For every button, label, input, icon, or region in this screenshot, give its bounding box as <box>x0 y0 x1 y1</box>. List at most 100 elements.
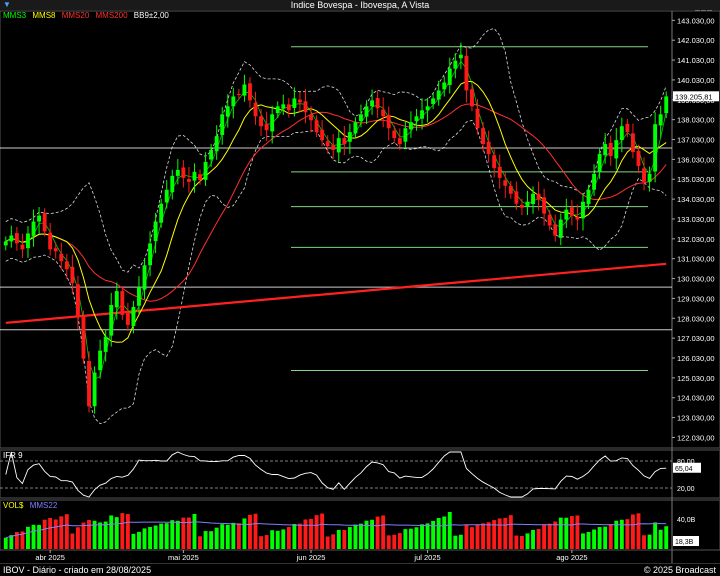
candle-body <box>397 138 402 145</box>
candle-body <box>342 138 347 145</box>
candle-body <box>303 101 308 113</box>
candle-body <box>153 221 158 242</box>
volume-bar <box>331 534 336 549</box>
ma20-line <box>5 103 667 302</box>
volume-bar <box>619 519 624 549</box>
month-label: mai 2025 <box>168 553 199 562</box>
volume-bar <box>14 531 19 549</box>
candle-body <box>381 109 386 117</box>
month-label: ago 2025 <box>556 553 587 562</box>
candle-body <box>103 336 108 352</box>
volume-bar <box>497 518 502 549</box>
volume-current-label: 18,3B <box>675 539 694 546</box>
volume-bar <box>53 519 58 549</box>
candle-body <box>619 126 624 141</box>
candle-body <box>420 110 424 119</box>
candle-body <box>209 150 214 160</box>
candle-body <box>392 130 397 139</box>
volume-bar <box>436 517 441 549</box>
candle-body <box>642 168 646 182</box>
candle-body <box>309 114 313 121</box>
candle-body <box>64 261 69 270</box>
y-tick-label: 134.030,00 <box>677 195 715 204</box>
app-menu-icon[interactable]: ▼ <box>3 0 11 9</box>
candle-body <box>253 102 258 117</box>
rsi-label: IFR 9 <box>3 451 23 460</box>
volume-bar <box>508 515 513 549</box>
candle-body <box>59 253 64 262</box>
month-label: abr 2025 <box>35 553 65 562</box>
volume-bar <box>653 522 658 549</box>
candle-body <box>414 116 419 122</box>
volume-bar <box>453 535 458 549</box>
volume-bar <box>347 527 352 549</box>
volume-bar <box>592 529 597 549</box>
candle-body <box>214 136 219 152</box>
candle-body <box>647 173 652 182</box>
candle-body <box>525 201 530 207</box>
candle-body <box>42 213 47 232</box>
candle-body <box>597 154 602 172</box>
candle-body <box>464 55 469 91</box>
volume-bar <box>109 515 114 549</box>
volume-bar <box>536 529 541 549</box>
copyright: © 2025 Broadcast <box>643 565 716 575</box>
volume-bar <box>375 516 380 549</box>
candle-body <box>408 122 413 130</box>
volume-bar <box>514 535 519 549</box>
y-tick-label: 142.030,00 <box>677 36 715 45</box>
month-label: jun 2025 <box>296 553 326 562</box>
volume-bar <box>575 515 580 549</box>
volume-bar <box>120 513 125 549</box>
volume-bar <box>20 531 25 549</box>
candle-body <box>125 312 130 325</box>
candle-body <box>320 129 325 141</box>
volume-bar <box>547 523 552 549</box>
y-tick-label: 140.030,00 <box>677 76 715 85</box>
candle-body <box>553 224 558 236</box>
candle-body <box>314 120 319 133</box>
y-tick-label: 125.030,00 <box>677 374 715 383</box>
volume-bar <box>464 524 469 549</box>
volume-bar <box>214 527 219 549</box>
volume-bar <box>292 523 297 549</box>
candle-body <box>542 197 547 214</box>
candle-body <box>148 243 153 266</box>
volume-bar <box>353 524 358 549</box>
y-tick-label: 133.030,00 <box>677 215 715 224</box>
volume-bar <box>209 531 214 549</box>
candle-body <box>259 116 264 127</box>
last-price-tag <box>673 91 719 102</box>
candle-body <box>558 219 563 238</box>
volume-avg-label: MMS22 <box>29 501 58 510</box>
candle-body <box>364 106 369 117</box>
candle-body <box>264 123 269 131</box>
candle-body <box>475 108 480 129</box>
volume-bar <box>192 513 197 549</box>
volume-bar <box>364 520 369 549</box>
candle-body <box>231 96 236 107</box>
y-tick-label: 126.030,00 <box>677 354 715 363</box>
candle-body <box>630 133 635 153</box>
volume-bar <box>519 535 524 549</box>
volume-bar <box>203 531 208 549</box>
volume-bar <box>481 523 486 549</box>
legend-mms3: MMS3 <box>3 11 27 20</box>
candle-body <box>625 123 630 133</box>
candle-body <box>508 185 513 194</box>
candle-body <box>120 291 125 315</box>
volume-bar <box>569 516 574 549</box>
candle-body <box>658 114 663 126</box>
footer-info: IBOV - Diário - criado em 28/08/2025 <box>3 565 152 575</box>
candle-body <box>664 96 669 114</box>
volume-bar <box>625 519 630 549</box>
candle-body <box>286 104 291 111</box>
volume-bar <box>431 520 436 549</box>
candle-body <box>458 54 463 59</box>
volume-bar <box>458 534 463 549</box>
volume-bar <box>486 522 491 549</box>
candle-body <box>170 175 175 193</box>
y-tick-label: 128.030,00 <box>677 314 715 323</box>
volume-current-tag <box>673 536 699 546</box>
ma8-line <box>5 81 667 343</box>
